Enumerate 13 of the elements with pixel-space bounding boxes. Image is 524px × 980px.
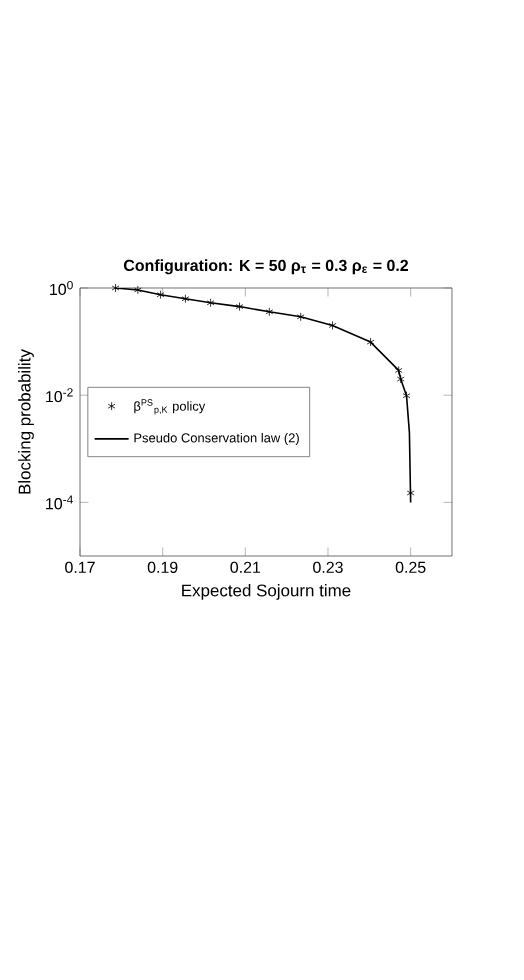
- point: [134, 285, 142, 295]
- point: [396, 374, 405, 384]
- point: [406, 488, 415, 498]
- point: [366, 337, 375, 347]
- point: [296, 312, 305, 322]
- point: [156, 290, 165, 300]
- point: [328, 321, 337, 330]
- point: [181, 294, 190, 304]
- x-axis-title: Expected Sojourn time: [182, 584, 351, 600]
- point: [265, 307, 274, 317]
- point: [235, 302, 244, 311]
- point: [206, 298, 215, 308]
- y-axis-title: Blocking probability: [18, 349, 34, 494]
